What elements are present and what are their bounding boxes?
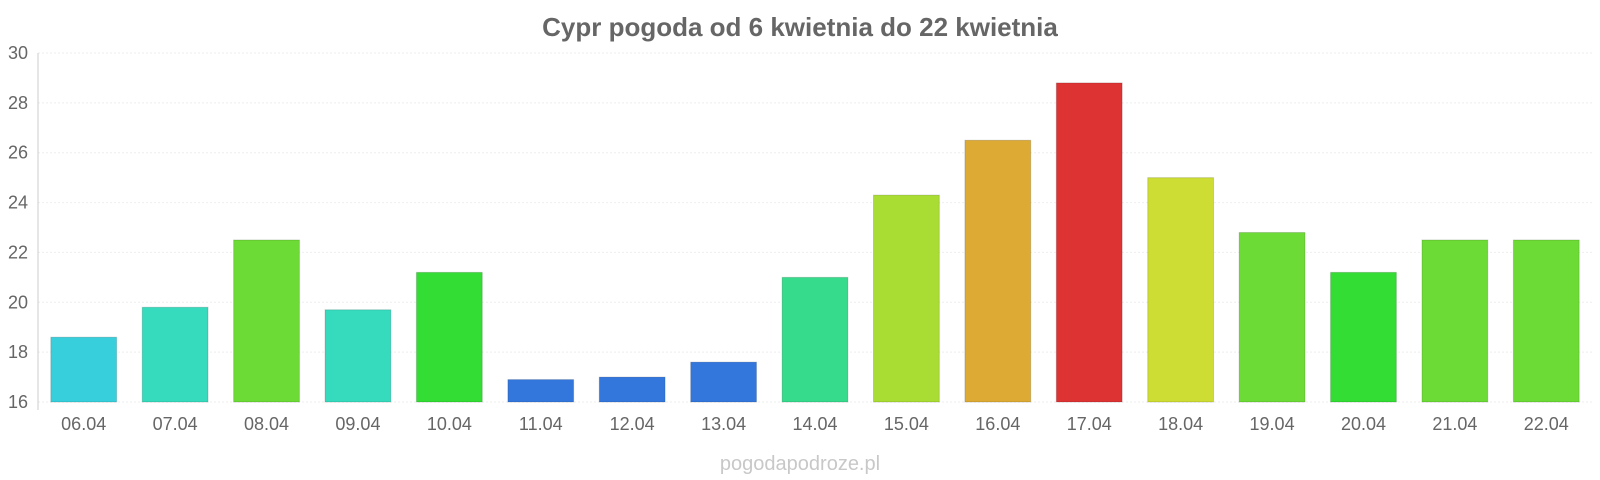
- x-tick-label: 20.04: [1341, 414, 1386, 434]
- bar-06.04: [50, 336, 118, 403]
- x-tick-label: 16.04: [975, 414, 1020, 434]
- x-tick-label: 17.04: [1067, 414, 1112, 434]
- bar-16.04: [964, 139, 1032, 403]
- y-tick-label: 28: [8, 93, 28, 113]
- y-tick-label: 16: [8, 392, 28, 412]
- x-tick-label: 09.04: [335, 414, 380, 434]
- x-tick-label: 18.04: [1158, 414, 1203, 434]
- bar-12.04: [598, 376, 666, 403]
- y-tick-label: 30: [8, 43, 28, 63]
- bar-08.04: [233, 239, 300, 403]
- y-tick-label: 24: [8, 193, 28, 213]
- chart-title: Cypr pogoda od 6 kwietnia do 22 kwietnia: [542, 12, 1058, 42]
- x-tick-label: 07.04: [153, 414, 198, 434]
- x-tick-label: 06.04: [61, 414, 106, 434]
- bar-22.04: [1512, 239, 1580, 403]
- bar-18.04: [1147, 177, 1215, 403]
- x-tick-label: 21.04: [1432, 414, 1477, 434]
- bar-17.04: [1055, 82, 1123, 403]
- bar-14.04: [781, 276, 849, 403]
- x-axis: 06.04 07.04 08.04 09.04 10.04 11.04 12.04 13.04…: [61, 414, 1569, 434]
- x-tick-label: 15.04: [884, 414, 929, 434]
- bar-09.04: [324, 309, 392, 403]
- bar-19.04: [1238, 231, 1306, 403]
- y-tick-label: 20: [8, 292, 28, 312]
- bar-10.04: [415, 271, 483, 403]
- watermark: pogodapodroze.pl: [720, 453, 880, 475]
- bar-13.04: [690, 361, 757, 403]
- x-tick-label: 08.04: [244, 414, 289, 434]
- x-tick-label: 14.04: [792, 414, 837, 434]
- bar-21.04: [1421, 239, 1489, 403]
- x-tick-label: 13.04: [701, 414, 746, 434]
- y-tick-label: 26: [8, 143, 28, 163]
- y-axis: 16 18 20 22 24 26 28 30: [8, 43, 39, 412]
- y-tick-label: 22: [8, 242, 28, 262]
- x-tick-label: 19.04: [1250, 414, 1295, 434]
- x-tick-label: 10.04: [427, 414, 472, 434]
- x-tick-label: 11.04: [519, 414, 563, 434]
- x-tick-label: 12.04: [610, 414, 655, 434]
- bar-07.04: [141, 306, 209, 403]
- bar-20.04: [1330, 271, 1397, 403]
- x-tick-label: 22.04: [1524, 414, 1569, 434]
- y-tick-label: 18: [8, 342, 28, 362]
- bar-15.04: [873, 194, 940, 403]
- bar-11.04: [507, 379, 575, 403]
- bars: [50, 82, 1580, 403]
